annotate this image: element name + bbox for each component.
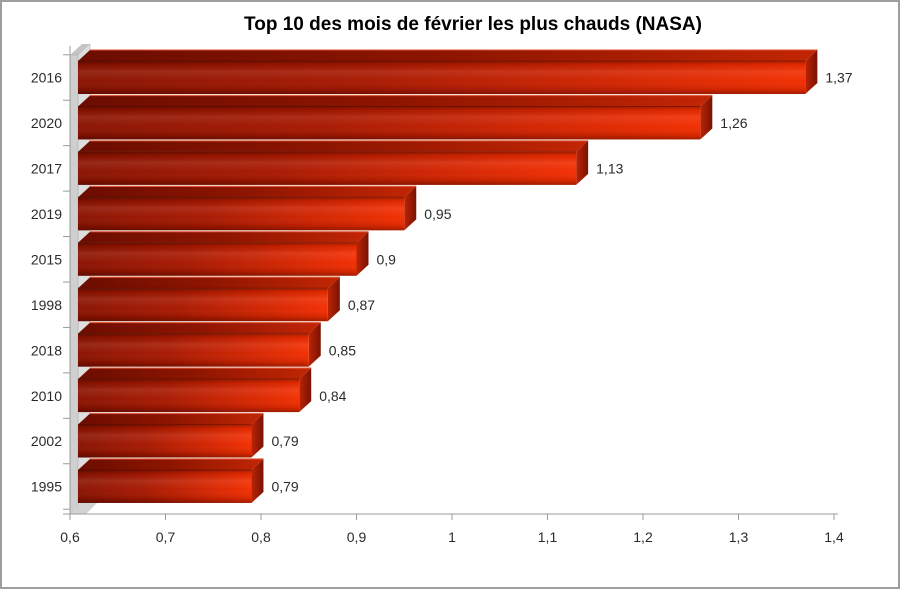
category-label: 2010: [31, 388, 62, 404]
x-axis-tick-label: 0,7: [156, 529, 176, 545]
bar-top-face: [78, 231, 369, 243]
bar-top-face: [78, 186, 417, 198]
bar: 1,37 2016: [31, 49, 853, 94]
category-label: 2017: [31, 161, 62, 177]
category-label: 1998: [31, 297, 62, 313]
x-axis-tick-label: 1,2: [633, 529, 653, 545]
category-label: 1995: [31, 479, 62, 495]
bar-end-face: [251, 458, 264, 503]
category-label: 2019: [31, 206, 62, 222]
floor-face: [70, 502, 98, 514]
bar: 0,84 2010: [31, 367, 347, 413]
bar: 1,26 2020: [31, 94, 748, 140]
bar-end-face: [576, 140, 589, 185]
bar-front-shading: [78, 197, 405, 231]
bar-top-face: [78, 140, 589, 152]
bar-value-label: 1,37: [825, 70, 852, 86]
bar-top-face: [78, 277, 340, 289]
x-axis-tick-label: 1: [448, 529, 456, 545]
x-axis-tick-label: 1,3: [729, 529, 749, 545]
bar-end-face: [308, 322, 321, 367]
category-label: 2020: [31, 115, 62, 131]
bar-value-label: 1,13: [596, 161, 623, 177]
bar-front-shading: [78, 106, 701, 140]
bar-top-face: [78, 322, 321, 334]
bar-front-shading: [78, 469, 252, 503]
bar-front-shading: [78, 61, 806, 94]
bar-front-shading: [78, 151, 577, 185]
bar-front-shading: [78, 288, 328, 322]
bar: 0,85 2018: [31, 321, 356, 367]
bar: 1,13 2017: [31, 140, 624, 185]
bar-end-face: [805, 50, 818, 94]
bar-front-shading: [78, 242, 357, 276]
bar-top-face: [78, 413, 264, 425]
bar-value-label: 0,79: [271, 479, 298, 495]
category-label: 2016: [31, 70, 62, 86]
bar-top-face: [78, 368, 312, 380]
bar-value-label: 0,9: [377, 251, 397, 267]
bar-top-face: [78, 50, 818, 61]
x-axis-tick-label: 1,4: [824, 529, 844, 545]
category-label: 2015: [31, 251, 62, 267]
x-axis-tick-label: 0,9: [347, 529, 367, 545]
bar: 0,79 1995: [31, 458, 299, 503]
wall-top-face: [70, 44, 90, 55]
bar-value-label: 0,79: [271, 433, 298, 449]
bar-value-label: 0,84: [319, 388, 346, 404]
bar-top-face: [78, 95, 713, 107]
bar-value-label: 1,26: [720, 115, 747, 131]
bar-end-face: [251, 413, 264, 458]
bar-front-shading: [78, 333, 309, 367]
bar: 0,9 2015: [31, 231, 397, 276]
bar-front-shading: [78, 379, 300, 413]
bar-end-face: [327, 277, 340, 322]
bar: 0,87 1998: [31, 276, 375, 322]
bar-end-face: [700, 95, 713, 140]
x-axis-tick-label: 0,6: [60, 529, 80, 545]
x-axis-tick-label: 1,1: [538, 529, 558, 545]
bar-end-face: [299, 368, 312, 413]
bar-front-shading: [78, 424, 252, 458]
bar: 0,79 2002: [31, 412, 299, 458]
bar-value-label: 0,87: [348, 297, 375, 313]
bar-end-face: [404, 186, 417, 231]
wall-front-face: [69, 54, 79, 515]
category-label: 2002: [31, 433, 62, 449]
chart-title: Top 10 des mois de février les plus chau…: [244, 14, 702, 35]
bar-value-label: 0,95: [424, 206, 451, 222]
bar-value-label: 0,85: [329, 342, 356, 358]
bar-end-face: [356, 231, 369, 276]
bar-top-face: [78, 458, 264, 470]
category-label: 2018: [31, 342, 62, 358]
x-axis-tick-label: 0,8: [251, 529, 271, 545]
bar: 0,95 2019: [31, 185, 452, 231]
